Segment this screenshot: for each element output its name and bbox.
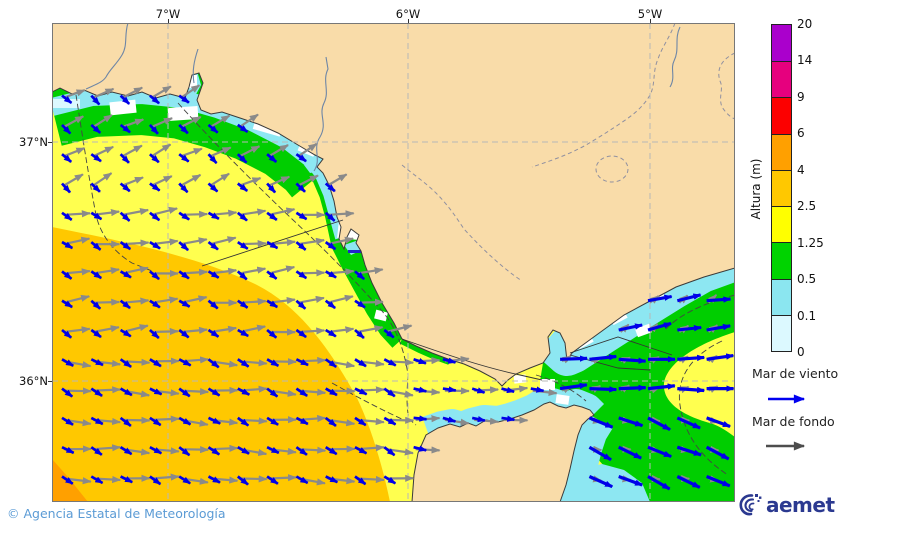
aemet-swirl-icon xyxy=(739,494,762,516)
colorbar-segment xyxy=(772,97,791,134)
colorbar-tick-label: 6 xyxy=(797,126,805,141)
longitude-label: 5°W xyxy=(637,7,663,21)
axis-tick xyxy=(48,381,52,382)
colorbar-segment xyxy=(772,278,791,315)
wave-height-map xyxy=(52,23,735,502)
colorbar-tick-label: 0.5 xyxy=(797,272,817,287)
latitude-label: 37°N xyxy=(19,135,48,149)
axis-tick xyxy=(48,142,52,143)
colorbar-tick-label: 0.1 xyxy=(797,308,817,323)
colorbar-tick-label: 4 xyxy=(797,162,805,177)
arrow-field xyxy=(60,84,735,491)
colorbar-segment xyxy=(772,61,791,98)
colorbar-title: Altura (m) xyxy=(749,158,763,220)
aemet-logo: aemet xyxy=(737,492,835,518)
colorbar-tick-label: 1.25 xyxy=(797,235,824,250)
aemet-logo-text: aemet xyxy=(766,493,835,517)
map-canvas xyxy=(52,23,735,502)
axis-tick xyxy=(650,19,651,23)
colorbar-segment xyxy=(772,25,791,62)
wind-sea-arrow-icon xyxy=(768,394,806,404)
longitude-label: 6°W xyxy=(395,7,421,21)
wind-sea-label: Mar de viento xyxy=(752,366,839,381)
colorbar-segment xyxy=(772,242,791,279)
latitude-label: 36°N xyxy=(19,374,48,388)
colorbar-segment xyxy=(772,133,791,170)
axis-tick xyxy=(168,19,169,23)
swell-label: Mar de fondo xyxy=(752,414,835,429)
colorbar-tick-label: 20 xyxy=(797,17,813,31)
colorbar-segment xyxy=(772,206,791,243)
colorbar-tick-label: 9 xyxy=(797,89,805,104)
colorbar-segment xyxy=(772,169,791,207)
copyright-text: © Agencia Estatal de Meteorología xyxy=(7,506,226,521)
swell-arrow-icon xyxy=(766,441,806,451)
colorbar-tick-label: 2.5 xyxy=(797,199,817,214)
colorbar-tick-label: 0 xyxy=(797,345,805,359)
axis-tick xyxy=(408,19,409,23)
colorbar-tick-label: 14 xyxy=(797,53,813,68)
wave-height-colorbar xyxy=(771,24,792,352)
colorbar-segment xyxy=(772,314,791,351)
longitude-label: 7°W xyxy=(155,7,181,21)
